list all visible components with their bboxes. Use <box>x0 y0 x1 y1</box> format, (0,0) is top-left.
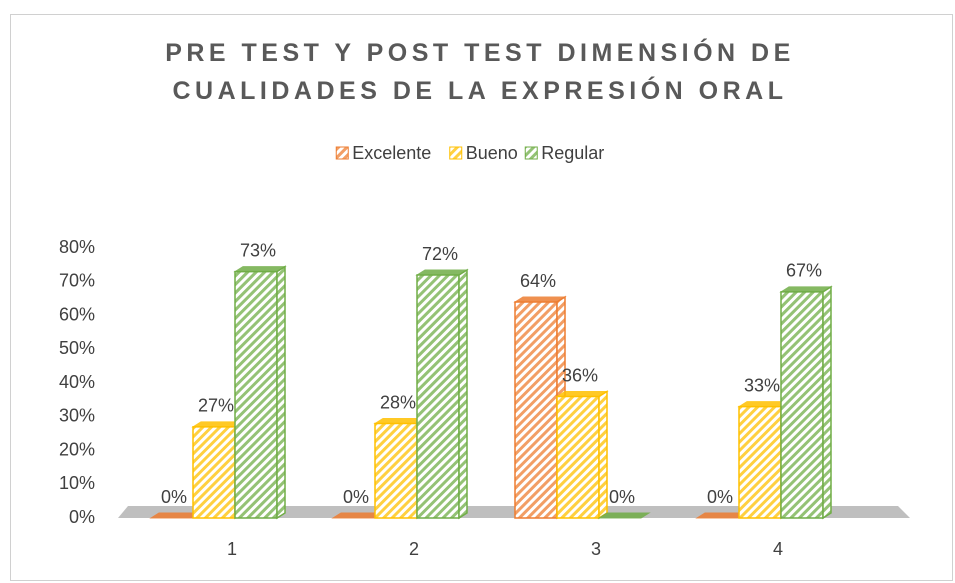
bar-front <box>192 426 236 519</box>
data-label: 0% <box>343 487 369 507</box>
data-label: 33% <box>744 375 780 395</box>
bar-front <box>556 395 600 519</box>
y-tick-label: 60% <box>59 304 95 324</box>
x-tick-label: 4 <box>773 539 783 559</box>
y-tick-label: 20% <box>59 439 95 459</box>
y-tick-label: 10% <box>59 473 95 493</box>
bar-top <box>779 286 833 293</box>
data-label: 72% <box>422 244 458 264</box>
x-tick-label: 2 <box>409 539 419 559</box>
legend-label: Bueno <box>466 143 518 163</box>
bar-top <box>513 296 567 303</box>
bar-front <box>416 274 460 519</box>
data-label: 0% <box>161 487 187 507</box>
legend-label: Regular <box>541 143 604 163</box>
bar <box>555 390 609 520</box>
y-tick-label: 70% <box>59 271 95 291</box>
bar-front <box>514 301 558 519</box>
y-tick-label: 30% <box>59 406 95 426</box>
bar-top <box>415 269 469 276</box>
bar <box>597 512 651 519</box>
data-label: 73% <box>240 240 276 260</box>
chart-frame <box>10 14 953 581</box>
bar <box>415 268 469 520</box>
y-tick-label: 50% <box>59 338 95 358</box>
y-tick-label: 0% <box>69 507 95 527</box>
legend-swatch <box>449 146 463 160</box>
bar-side <box>276 265 286 520</box>
bar-top <box>597 512 651 519</box>
x-tick-label: 1 <box>227 539 237 559</box>
bar <box>779 285 833 520</box>
bar-top <box>555 391 609 397</box>
bar <box>233 265 287 520</box>
bar-side <box>822 285 832 520</box>
bar-side <box>458 268 468 520</box>
bar-side <box>598 390 608 520</box>
bar-top <box>233 266 287 273</box>
data-label: 0% <box>609 487 635 507</box>
data-label: 36% <box>562 365 598 385</box>
legend-swatch <box>524 146 538 160</box>
chart-title: PRE TEST Y POST TEST DIMENSIÓN DE CUALID… <box>165 39 795 105</box>
data-label: 0% <box>707 487 733 507</box>
legend-swatch <box>335 146 349 160</box>
x-tick-label: 3 <box>591 539 601 559</box>
data-label: 64% <box>520 271 556 291</box>
bar-front <box>234 270 278 519</box>
bar-front <box>738 405 782 519</box>
y-tick-label: 80% <box>59 237 95 257</box>
data-label: 28% <box>380 392 416 412</box>
bar-front <box>780 291 824 519</box>
data-label: 67% <box>786 261 822 281</box>
data-label: 27% <box>198 396 234 416</box>
y-tick-label: 40% <box>59 372 95 392</box>
bar-front <box>374 422 418 519</box>
legend-label: Excelente <box>352 143 431 163</box>
